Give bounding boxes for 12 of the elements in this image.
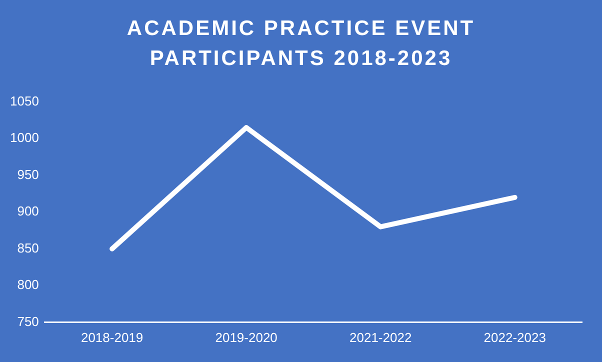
x-tick-label: 2019-2020 bbox=[215, 330, 278, 345]
y-tick-label: 1050 bbox=[10, 93, 39, 108]
x-tick-label: 2021-2022 bbox=[350, 330, 412, 345]
y-tick-label: 800 bbox=[17, 277, 39, 292]
x-tick-label: 2018-2019 bbox=[80, 330, 144, 345]
y-tick-label: 950 bbox=[17, 166, 39, 182]
y-tick-label: 1000 bbox=[10, 130, 39, 146]
chart-title: ACADEMIC PRACTICE EVENT PARTICIPANTS 2018-2023 bbox=[126, 16, 476, 72]
x-tick-label: 2022-2023 bbox=[484, 330, 546, 345]
y-tick-label: 900 bbox=[17, 204, 39, 219]
y-tick-label: 850 bbox=[17, 240, 39, 256]
y-tick-label: 750 bbox=[17, 314, 39, 329]
